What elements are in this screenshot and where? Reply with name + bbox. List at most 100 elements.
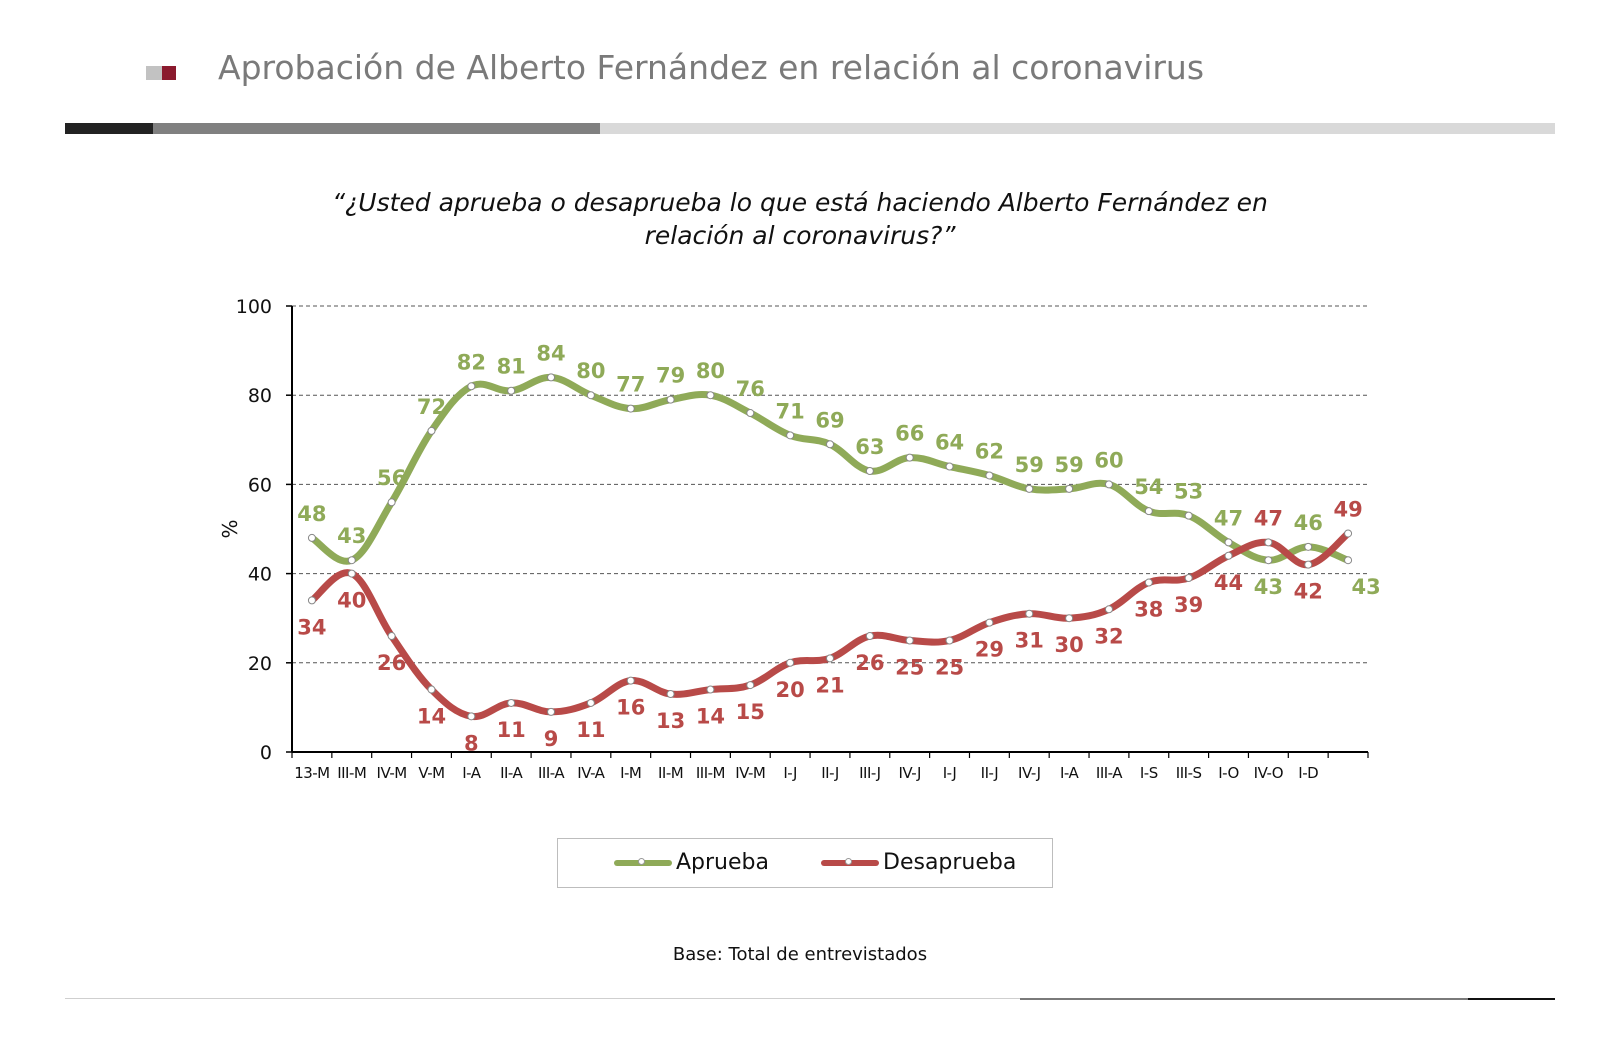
data-point-desaprueba xyxy=(1104,605,1113,614)
x-tick-label: III-A xyxy=(1096,764,1123,782)
data-label-desaprueba: 13 xyxy=(656,709,685,733)
data-point-desaprueba xyxy=(985,618,994,627)
data-point-aprueba xyxy=(1104,480,1113,489)
data-label-aprueba: 82 xyxy=(457,350,486,374)
data-label-desaprueba: 16 xyxy=(616,696,645,720)
data-label-aprueba: 56 xyxy=(377,466,406,490)
data-point-desaprueba xyxy=(427,685,436,694)
x-tick-label: I-O xyxy=(1218,764,1239,782)
header-bullet-icon xyxy=(146,66,178,80)
data-point-aprueba xyxy=(826,440,834,449)
data-point-desaprueba xyxy=(547,707,556,716)
data-point-desaprueba xyxy=(507,698,516,707)
line-chart: 0 20 40 60 80 100% 13-M III-M IV-M V-M I-A II-A III-… xyxy=(218,296,1381,782)
data-point-desaprueba xyxy=(865,632,874,641)
base-footnote: Base: Total de entrevistados xyxy=(672,944,928,965)
data-point-desaprueba xyxy=(1304,560,1313,569)
data-label-aprueba: 53 xyxy=(1174,480,1203,504)
data-point-desaprueba xyxy=(746,681,755,690)
data-label-aprueba: 47 xyxy=(1214,506,1243,530)
data-label-desaprueba: 49 xyxy=(1333,497,1362,521)
x-tick-label: IV-M xyxy=(735,764,765,782)
data-label-desaprueba: 14 xyxy=(696,705,725,729)
data-point-desaprueba xyxy=(347,569,356,578)
y-tick-label-100: 100 xyxy=(236,296,272,318)
x-tick-label: V-M xyxy=(418,764,444,782)
data-label-desaprueba: 20 xyxy=(776,678,805,702)
legend-item-aprueba: Aprueba xyxy=(614,839,769,886)
x-tick-label: II-A xyxy=(500,764,523,782)
data-label-desaprueba: 38 xyxy=(1134,598,1163,622)
top-divider xyxy=(65,123,1555,134)
data-point-desaprueba xyxy=(307,596,316,605)
data-point-aprueba xyxy=(865,467,874,476)
x-tick-label: IV-O xyxy=(1254,764,1283,782)
data-point-aprueba xyxy=(905,453,914,462)
data-label-aprueba: 62 xyxy=(975,439,1004,463)
x-tick-label: III-A xyxy=(538,764,565,782)
data-label-desaprueba: 8 xyxy=(464,731,479,755)
data-label-aprueba: 77 xyxy=(616,373,645,397)
data-point-aprueba xyxy=(1065,484,1074,493)
data-label-desaprueba: 32 xyxy=(1094,624,1123,648)
data-label-desaprueba: 14 xyxy=(417,705,446,729)
data-label-desaprueba: 26 xyxy=(855,651,884,675)
data-label-desaprueba: 26 xyxy=(377,651,406,675)
data-label-aprueba: 79 xyxy=(656,364,685,388)
data-label-aprueba: 54 xyxy=(1134,475,1163,499)
x-tick-label: III-S xyxy=(1176,764,1202,782)
data-label-aprueba: 71 xyxy=(776,399,805,423)
data-label-aprueba: 48 xyxy=(297,502,326,526)
legend-swatch-aprueba xyxy=(614,857,672,866)
data-point-aprueba xyxy=(467,382,476,391)
data-label-aprueba: 81 xyxy=(497,355,526,379)
data-point-desaprueba xyxy=(467,712,476,721)
data-point-desaprueba xyxy=(1184,574,1193,583)
data-label-desaprueba: 11 xyxy=(497,718,526,742)
data-point-aprueba xyxy=(507,386,516,395)
y-tick-label-20: 20 xyxy=(248,653,272,675)
data-label-desaprueba: 25 xyxy=(895,656,924,680)
data-point-desaprueba xyxy=(945,636,954,645)
x-tick-label: III-J xyxy=(859,764,880,782)
data-label-desaprueba: 42 xyxy=(1294,580,1323,604)
data-label-aprueba: 60 xyxy=(1094,448,1123,472)
data-label-desaprueba: 11 xyxy=(576,718,605,742)
data-point-aprueba xyxy=(586,391,595,400)
data-label-aprueba: 46 xyxy=(1294,511,1323,535)
x-tick-label: I-D xyxy=(1298,764,1318,782)
x-tick-label: IV-J xyxy=(1018,764,1040,782)
data-label-desaprueba: 9 xyxy=(544,727,559,751)
data-point-aprueba xyxy=(666,395,675,404)
x-tick-label: I-M xyxy=(620,764,641,782)
data-label-desaprueba: 39 xyxy=(1174,593,1203,617)
data-label-aprueba: 69 xyxy=(815,408,844,432)
data-point-aprueba xyxy=(626,404,635,413)
data-point-aprueba xyxy=(547,373,556,382)
data-label-aprueba: 66 xyxy=(895,422,924,446)
data-point-desaprueba xyxy=(706,685,715,694)
data-point-aprueba xyxy=(427,426,436,435)
data-point-aprueba xyxy=(746,409,755,418)
data-point-aprueba xyxy=(985,471,994,480)
data-label-desaprueba: 21 xyxy=(815,673,844,697)
data-label-desaprueba: 31 xyxy=(1015,629,1044,653)
data-label-aprueba: 76 xyxy=(736,377,765,401)
y-tick-label-80: 80 xyxy=(248,385,272,407)
data-point-aprueba xyxy=(307,533,316,542)
data-label-aprueba: 72 xyxy=(417,395,446,419)
data-point-desaprueba xyxy=(626,676,635,685)
data-point-desaprueba xyxy=(826,654,834,663)
x-tick-label: II-J xyxy=(821,764,839,782)
data-point-aprueba xyxy=(1304,542,1313,551)
x-tick-label: I-A xyxy=(1060,764,1080,782)
data-label-aprueba: 43 xyxy=(1254,575,1283,599)
x-tick-label: I-S xyxy=(1140,764,1158,782)
legend-label-desaprueba: Desaprueba xyxy=(883,850,1017,875)
legend-swatch-desaprueba xyxy=(821,857,879,866)
data-point-aprueba xyxy=(347,556,356,565)
data-label-desaprueba: 44 xyxy=(1214,571,1243,595)
chart-legend: Aprueba Desaprueba xyxy=(557,838,1053,888)
data-point-desaprueba xyxy=(1025,609,1034,618)
data-point-desaprueba xyxy=(1065,614,1074,623)
